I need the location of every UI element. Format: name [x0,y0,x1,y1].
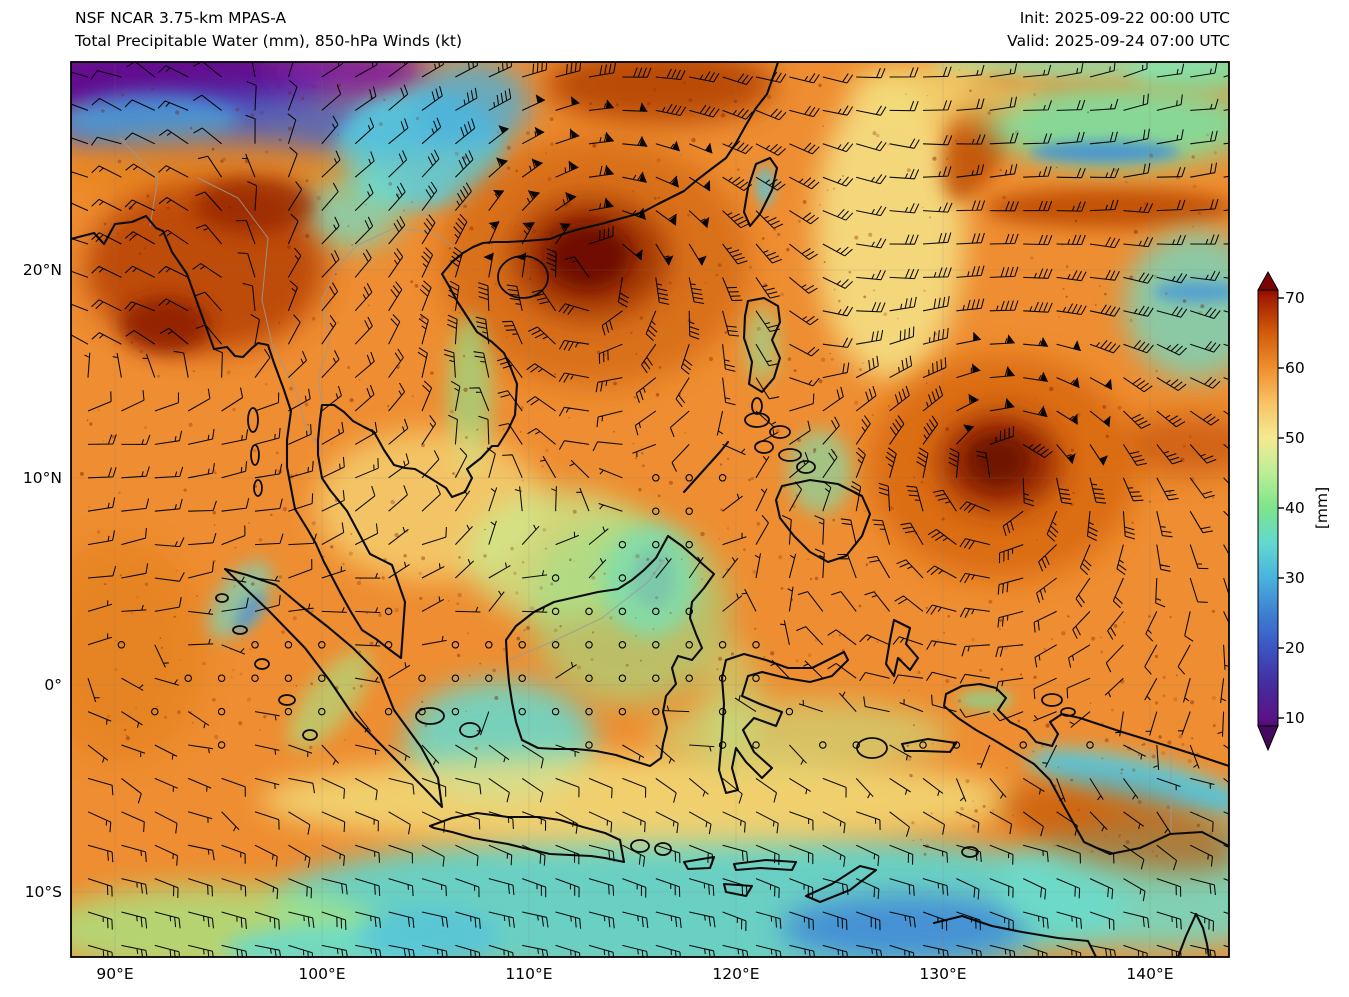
colorbar-tick-70: 70 [1285,289,1305,307]
colorbar-tick-60: 60 [1285,359,1305,377]
y-tick-label-20n: 20°N [22,261,62,279]
x-tick-label-130e: 130°E [919,965,967,983]
colorbar-tick-40: 40 [1285,499,1305,517]
x-tick-label-120e: 120°E [712,965,760,983]
time-block: Init: 2025-09-22 00:00 UTC Valid: 2025-0… [1007,7,1230,53]
plot-title-model: NSF NCAR 3.75-km MPAS-A [75,9,287,27]
title-block: NSF NCAR 3.75-km MPAS-A Total Precipitab… [75,7,462,53]
init-time-label: Init: 2025-09-22 00:00 UTC [1019,9,1230,27]
colorbar-tick-30: 30 [1285,569,1305,587]
colorbar [1257,270,1284,752]
y-tick-label-0: 0° [44,676,62,694]
x-tick-label-110e: 110°E [505,965,553,983]
x-tick-label-140e: 140°E [1126,965,1174,983]
colorbar-units-label: [mm] [1313,486,1331,530]
colorbar-tick-50: 50 [1285,429,1305,447]
plot-title-field: Total Precipitable Water (mm), 850-hPa W… [75,32,463,50]
y-tick-label-10s: 10°S [24,883,62,901]
colorbar-tick-20: 20 [1285,639,1305,657]
x-tick-label-100e: 100°E [298,965,346,983]
valid-time-label: Valid: 2025-09-24 07:00 UTC [1007,32,1230,50]
colorbar-tick-10: 10 [1285,709,1305,727]
y-tick-label-10n: 10°N [22,469,62,487]
x-tick-label-90e: 90°E [96,965,134,983]
